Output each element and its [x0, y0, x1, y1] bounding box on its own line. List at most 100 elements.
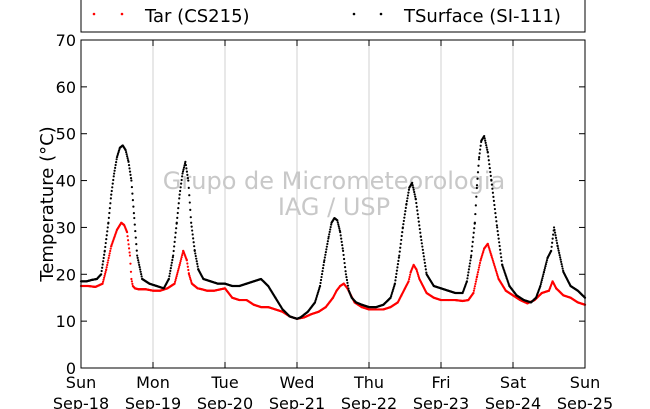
data-point [175, 275, 178, 278]
data-point [393, 282, 397, 285]
data-point [196, 262, 199, 265]
data-point [125, 153, 128, 156]
data-point [186, 262, 189, 265]
data-point [170, 264, 173, 267]
data-point [395, 272, 398, 275]
data-point [178, 265, 181, 269]
data-point [491, 191, 494, 194]
data-point [319, 281, 322, 285]
data-point [103, 253, 106, 256]
data-point [319, 278, 323, 282]
y-tick-label: 60 [56, 78, 76, 97]
data-point [489, 174, 492, 177]
data-point [347, 287, 350, 290]
data-point [401, 231, 404, 234]
data-point [114, 166, 117, 169]
data-point [556, 245, 559, 248]
data-point [103, 249, 106, 252]
data-point [421, 248, 424, 251]
data-point [101, 263, 104, 266]
data-point [540, 281, 543, 284]
data-point [101, 282, 104, 285]
data-point [477, 158, 481, 161]
data-point [115, 161, 118, 164]
data-point [129, 173, 132, 176]
data-point [103, 276, 106, 279]
data-point [475, 275, 479, 278]
data-point [195, 260, 198, 263]
data-point [136, 256, 139, 259]
data-point [472, 231, 475, 234]
data-point [324, 250, 327, 254]
plot-area [81, 40, 585, 368]
data-point [470, 249, 473, 253]
data-point [109, 249, 112, 253]
data-point [405, 202, 408, 206]
data-point [108, 254, 111, 257]
data-point [132, 205, 135, 208]
data-point [478, 261, 482, 265]
legend-marker [120, 12, 124, 16]
data-point [496, 226, 499, 229]
data-point [497, 237, 500, 240]
data-point [560, 260, 563, 263]
data-point [543, 266, 547, 270]
data-point [193, 245, 196, 248]
data-point [322, 261, 326, 264]
data-point [494, 216, 497, 219]
data-point [179, 186, 182, 189]
y-axis: 0 10 20 30 40 50 60 70 [56, 31, 585, 378]
data-point [126, 155, 129, 158]
data-point [553, 228, 556, 232]
data-point [409, 273, 412, 276]
data-point [177, 269, 180, 272]
data-point [472, 291, 475, 295]
data-point [100, 273, 103, 276]
data-point [178, 197, 181, 200]
data-point [557, 249, 560, 252]
data-point [125, 151, 128, 154]
data-point [345, 276, 348, 279]
data-point [189, 208, 192, 211]
data-point [493, 207, 496, 211]
x-tick-label-date: Sep-21 [269, 394, 325, 409]
data-point [473, 285, 476, 288]
data-point [344, 273, 348, 276]
data-point [182, 168, 185, 171]
data-point [479, 148, 482, 151]
data-point [181, 172, 184, 175]
data-point [325, 245, 328, 248]
data-point [175, 221, 178, 224]
data-point [140, 275, 143, 278]
data-point [343, 261, 346, 265]
data-point [170, 261, 173, 264]
data-point [344, 270, 347, 273]
data-point [542, 270, 546, 274]
data-point [339, 231, 342, 234]
x-axis: Sun Sep-18 Mon Sep-19 Tue Sep-20 Wed Sep-21 Thu S… [53, 40, 613, 409]
data-point [551, 237, 554, 240]
data-point [327, 235, 330, 238]
y-tick-label: 40 [56, 172, 76, 191]
data-point [109, 247, 112, 250]
data-point [407, 280, 410, 283]
data-point [421, 245, 424, 248]
data-point [130, 185, 133, 189]
data-point [102, 278, 105, 281]
data-point [499, 252, 502, 255]
data-point [131, 282, 134, 285]
data-point [174, 278, 177, 282]
data-point [178, 263, 181, 267]
data-point [419, 235, 422, 238]
data-point [406, 194, 410, 197]
data-point [544, 263, 548, 266]
data-point [337, 223, 340, 226]
data-point [467, 271, 470, 274]
data-point [476, 270, 480, 274]
data-point [329, 225, 332, 229]
data-point [554, 236, 558, 239]
data-point [194, 254, 197, 258]
data-point [127, 160, 130, 163]
data-point [168, 272, 171, 275]
data-point [328, 233, 331, 236]
